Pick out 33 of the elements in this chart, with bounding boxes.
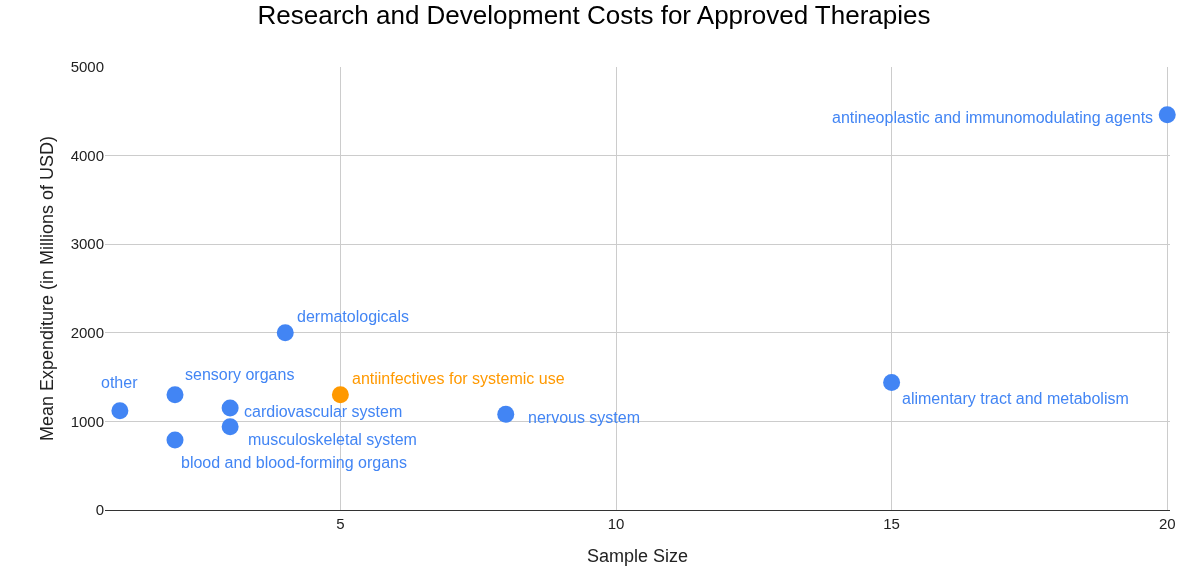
point	[221, 418, 239, 436]
point	[497, 405, 515, 423]
annotation: antineoplastic and immunomodulating agents	[832, 109, 1154, 126]
x-tick-label: 5	[336, 515, 345, 532]
x-axis-title: Sample Size	[586, 546, 689, 567]
x-tick-label: 10	[607, 515, 625, 532]
point	[883, 373, 901, 391]
annotation: nervous system	[528, 409, 641, 426]
point	[166, 431, 184, 449]
annotation: other	[101, 374, 139, 391]
y-tick-label: 0	[95, 501, 104, 519]
point	[111, 402, 129, 420]
annotation: dermatologicals	[297, 308, 410, 325]
annotation: cardiovascular system	[244, 403, 403, 420]
y-tick-label: 4000	[70, 146, 104, 164]
y-tick-label: 2000	[70, 324, 104, 342]
annotation: alimentary tract and metabolism	[902, 390, 1129, 407]
point	[166, 386, 184, 404]
annotation: sensory organs	[185, 366, 295, 383]
point	[331, 386, 349, 404]
point	[276, 324, 294, 342]
annotation: antiinfectives for systemic use	[352, 370, 565, 387]
chart-title: Research and Development Costs for Approved Therapies	[257, 0, 931, 30]
y-tick-label: 5000	[70, 58, 104, 76]
x-tick-label: 15	[883, 515, 900, 532]
annotation: musculoskeletal system	[248, 431, 417, 448]
y-tick-label: 1000	[70, 412, 104, 430]
y-axis-title: Mean Expenditure (in Millions of USD)	[36, 135, 57, 442]
point	[221, 399, 239, 417]
y-tick-label: 3000	[70, 235, 104, 253]
x-tick-label: 20	[1158, 515, 1176, 532]
point	[1158, 106, 1176, 124]
annotation: blood and blood-forming organs	[181, 454, 407, 471]
